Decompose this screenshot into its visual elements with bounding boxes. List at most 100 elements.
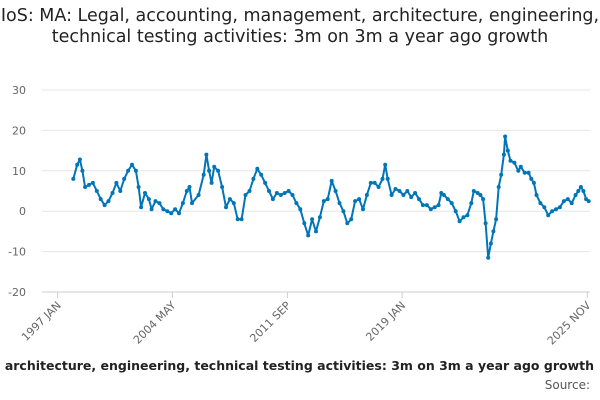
data-point — [522, 170, 527, 175]
data-point — [383, 162, 388, 167]
data-point — [445, 197, 450, 202]
y-tick-label: 10 — [12, 165, 26, 178]
data-point — [126, 168, 131, 173]
data-point — [397, 189, 402, 193]
data-point — [71, 176, 76, 181]
data-point — [75, 162, 80, 167]
data-point — [349, 217, 354, 222]
data-point — [353, 199, 358, 204]
data-point — [325, 197, 330, 202]
x-tick-label: 1997 JAN — [19, 299, 64, 344]
data-point — [114, 180, 119, 185]
data-point — [235, 217, 240, 222]
data-point — [581, 189, 586, 193]
data-point — [329, 178, 334, 183]
data-point — [345, 221, 350, 226]
data-point — [314, 229, 318, 234]
data-point — [436, 203, 441, 208]
data-point — [505, 148, 510, 153]
data-point — [106, 199, 111, 204]
data-point — [94, 189, 99, 193]
y-tick-label: -10 — [8, 246, 26, 259]
data-point — [368, 180, 373, 185]
data-point — [90, 180, 95, 185]
data-point — [503, 134, 508, 139]
data-point — [302, 221, 307, 226]
data-point — [153, 199, 158, 204]
data-point — [184, 189, 189, 193]
data-point — [420, 203, 425, 208]
data-point — [87, 182, 91, 187]
data-point — [201, 172, 206, 177]
data-point — [501, 152, 506, 157]
data-point — [465, 213, 470, 218]
data-point — [133, 168, 138, 173]
data-point — [569, 201, 574, 206]
data-point — [413, 191, 418, 195]
data-point — [529, 176, 534, 181]
data-point — [98, 197, 103, 202]
data-point — [77, 157, 82, 162]
data-point — [546, 213, 551, 218]
data-point — [263, 180, 268, 185]
chart-title: IoS: MA: Legal, accounting, management, … — [0, 6, 600, 47]
x-tick-label: 2004 MAY — [131, 299, 179, 347]
series-group — [71, 134, 591, 260]
data-point — [298, 207, 303, 212]
data-point — [491, 229, 496, 234]
data-point — [494, 217, 499, 222]
data-point — [251, 176, 256, 181]
data-point — [317, 215, 322, 220]
data-point — [469, 201, 474, 206]
data-point — [550, 209, 555, 214]
data-point — [212, 164, 217, 169]
data-point — [321, 199, 326, 204]
data-point — [207, 168, 212, 173]
data-point — [565, 197, 570, 202]
data-point — [122, 176, 127, 181]
data-point — [209, 180, 214, 185]
data-point — [149, 207, 154, 212]
data-point — [161, 207, 166, 212]
data-point — [486, 255, 491, 260]
data-point — [243, 193, 248, 197]
data-point — [157, 201, 162, 206]
data-point — [483, 221, 488, 226]
data-point — [169, 211, 174, 216]
data-point — [534, 193, 539, 197]
x-tick-label: 2019 JAN — [363, 299, 408, 344]
source-label: Source: — [544, 378, 590, 392]
data-point — [526, 170, 531, 175]
data-point — [102, 203, 107, 208]
data-point — [457, 219, 462, 224]
data-point — [441, 193, 446, 197]
data-point — [372, 180, 377, 185]
legend-label[interactable]: IoS: MA: Legal, accounting, management, … — [0, 358, 594, 373]
data-point — [259, 172, 264, 177]
data-point — [227, 197, 232, 202]
data-point — [357, 197, 362, 202]
data-point — [557, 205, 562, 210]
data-point — [424, 203, 429, 208]
data-point — [512, 160, 517, 165]
x-tick-label: 2011 SEP — [247, 299, 293, 345]
grid-lines — [42, 89, 590, 293]
legend[interactable]: IoS: MA: Legal, accounting, management, … — [0, 358, 600, 376]
data-point — [282, 191, 287, 195]
data-point — [231, 201, 236, 206]
data-point — [118, 189, 123, 193]
data-point — [361, 207, 365, 212]
data-point — [83, 185, 88, 189]
data-point — [401, 193, 406, 197]
data-point — [578, 185, 583, 189]
data-point — [409, 195, 414, 200]
data-point — [267, 189, 271, 193]
data-point — [255, 166, 260, 171]
data-point — [204, 152, 209, 157]
data-point — [417, 197, 421, 202]
data-point — [239, 217, 244, 222]
data-point — [428, 207, 433, 212]
data-point — [573, 193, 578, 197]
data-point — [576, 189, 581, 193]
data-point — [518, 164, 523, 169]
